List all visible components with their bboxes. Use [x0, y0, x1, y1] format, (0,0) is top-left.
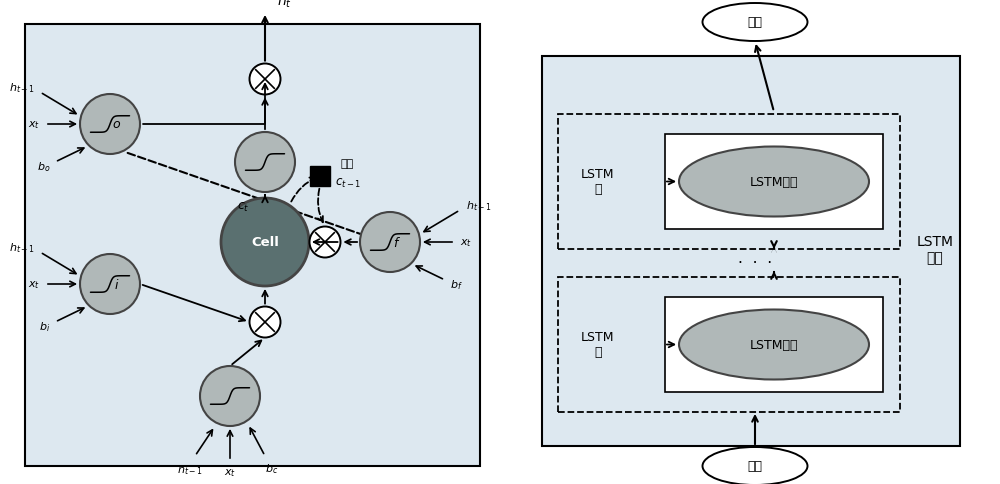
Text: $o$: $o$: [112, 118, 122, 131]
Circle shape: [310, 227, 340, 258]
Text: ·  ·  ·: · · ·: [738, 256, 772, 271]
Text: $c_t$: $c_t$: [237, 200, 249, 213]
Circle shape: [360, 212, 420, 272]
Text: LSTM
层: LSTM 层: [581, 168, 615, 196]
Ellipse shape: [679, 147, 869, 217]
Text: $h_t$: $h_t$: [277, 0, 292, 10]
Text: $x_t$: $x_t$: [460, 237, 472, 248]
Ellipse shape: [702, 447, 808, 484]
FancyBboxPatch shape: [665, 297, 883, 392]
Text: $c_{t-1}$: $c_{t-1}$: [335, 176, 361, 189]
Text: $h_{t-1}$: $h_{t-1}$: [466, 199, 492, 212]
Text: $i$: $i$: [114, 277, 120, 291]
FancyBboxPatch shape: [25, 25, 480, 466]
Text: $h_{t-1}$: $h_{t-1}$: [9, 81, 35, 95]
Text: $b_o$: $b_o$: [37, 160, 50, 174]
Circle shape: [221, 198, 309, 287]
Text: Cell: Cell: [251, 236, 279, 249]
Text: $b_i$: $b_i$: [39, 319, 50, 333]
Text: $f$: $f$: [393, 236, 401, 249]
Text: LSTM单元: LSTM单元: [750, 338, 798, 351]
Text: 输出: 输出: [748, 16, 763, 30]
Circle shape: [250, 64, 280, 95]
Bar: [310, 166, 330, 187]
Text: $h_{t-1}$: $h_{t-1}$: [9, 241, 35, 255]
Circle shape: [80, 95, 140, 155]
Text: $h_{t-1}$: $h_{t-1}$: [177, 462, 203, 476]
Ellipse shape: [702, 4, 808, 42]
Text: 延迟: 延迟: [340, 159, 354, 168]
Text: $x_t$: $x_t$: [224, 466, 236, 478]
FancyBboxPatch shape: [665, 135, 883, 229]
Text: 输入: 输入: [748, 459, 763, 472]
Circle shape: [80, 255, 140, 314]
Text: LSTM
层: LSTM 层: [581, 331, 615, 359]
Ellipse shape: [679, 310, 869, 380]
FancyBboxPatch shape: [542, 57, 960, 446]
Text: $b_c$: $b_c$: [265, 461, 279, 475]
Text: LSTM
网络: LSTM 网络: [916, 234, 954, 265]
Circle shape: [200, 366, 260, 426]
Text: $b_f$: $b_f$: [450, 277, 463, 291]
Circle shape: [235, 133, 295, 193]
Text: LSTM单元: LSTM单元: [750, 176, 798, 189]
Text: $x_t$: $x_t$: [28, 119, 40, 131]
Text: $x_t$: $x_t$: [28, 278, 40, 290]
Circle shape: [250, 307, 280, 338]
